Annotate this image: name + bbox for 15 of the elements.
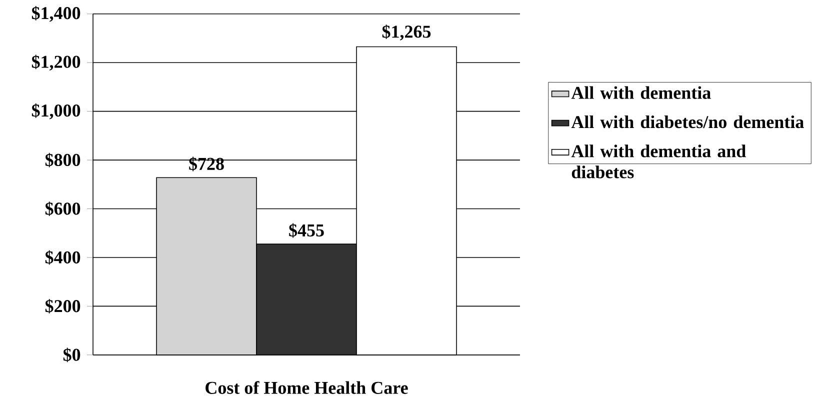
y-tick-label: $0: [63, 348, 80, 362]
x-tick-label: Cost of Home Health Care: [206, 381, 408, 394]
y-tick-label: $400: [45, 250, 80, 265]
data-label: $455: [289, 223, 324, 238]
y-tick-label: $200: [45, 299, 80, 314]
y-tick-label: $1,200: [32, 54, 80, 71]
y-tick-label: $1,400: [32, 6, 80, 22]
y-tick-label: $600: [45, 202, 80, 216]
legend-label: All with dementia: [571, 86, 711, 99]
legend-label: All with diabetes/no dementia: [571, 116, 804, 128]
y-tick-label: $1,000: [32, 103, 80, 120]
data-label: $1,265: [382, 24, 431, 40]
data-label: $728: [189, 156, 224, 172]
y-tick-label: $800: [45, 152, 80, 168]
legend-label: All with dementia and diabetes: [571, 144, 746, 178]
